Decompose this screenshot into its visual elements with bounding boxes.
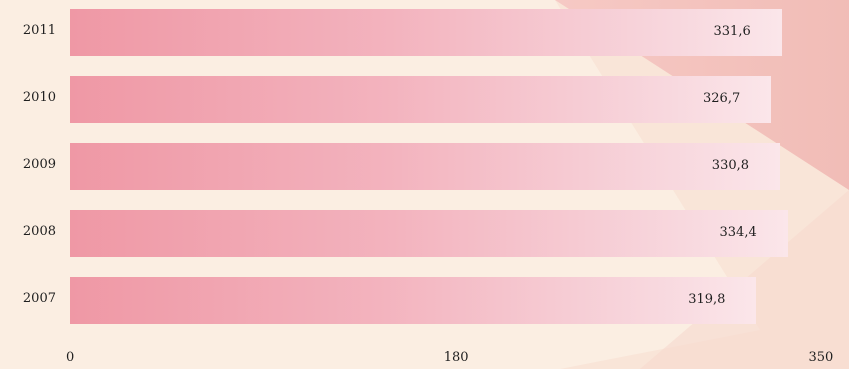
- bar: [70, 210, 788, 257]
- bar-value-label: 319,8: [688, 292, 726, 307]
- bar-value-label: 334,4: [719, 225, 757, 240]
- bar: [70, 277, 757, 324]
- bar: [70, 9, 782, 56]
- bar: [70, 76, 771, 123]
- category-label: 2008: [22, 224, 56, 239]
- x-tick-label: 0: [66, 350, 75, 365]
- bar-value-label: 330,8: [711, 158, 750, 173]
- bar: [70, 143, 780, 190]
- x-tick-label: 180: [443, 350, 469, 365]
- bar-value-label: 331,6: [713, 24, 751, 39]
- category-label: 2009: [22, 157, 56, 172]
- category-label: 2010: [22, 90, 56, 105]
- category-label: 2011: [22, 23, 56, 38]
- bar-value-label: 326,7: [703, 91, 741, 106]
- x-tick-label: 350: [808, 350, 834, 365]
- category-label: 2007: [22, 291, 56, 306]
